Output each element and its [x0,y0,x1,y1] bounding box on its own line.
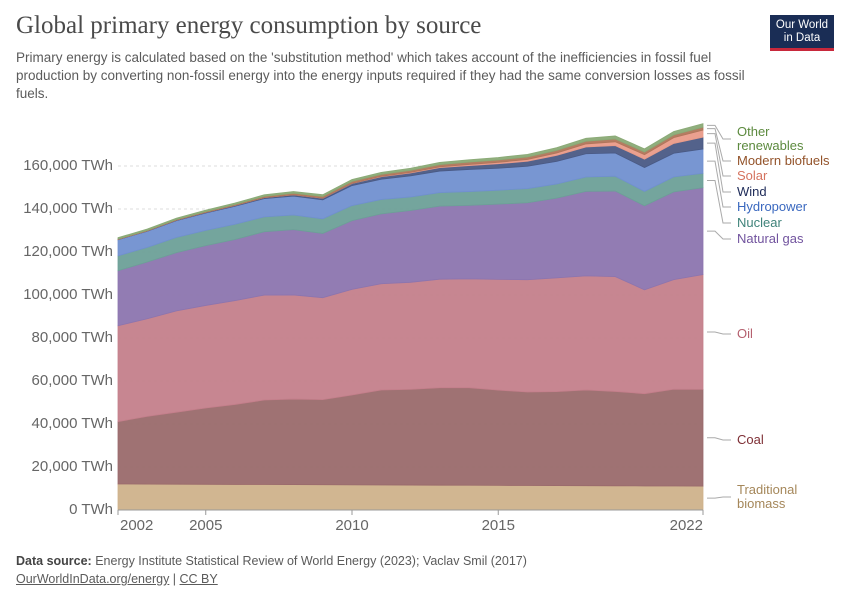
x-tick-label: 2010 [335,517,368,534]
x-tick-label: 2022 [670,517,703,534]
series-label[interactable]: Wind [737,184,767,199]
leader-line [707,133,731,177]
series-label[interactable]: Traditional biomass [737,482,798,511]
footer: Data source: Energy Institute Statistica… [16,552,527,588]
y-tick-label: 160,000 TWh [23,157,113,174]
y-tick-label: 0 TWh [69,501,113,518]
area [117,123,704,240]
series-label[interactable]: Oil [737,326,753,341]
series-label[interactable]: Solar [737,168,768,183]
series-label[interactable]: Other renewables [737,124,804,153]
series-label[interactable]: Coal [737,432,764,447]
x-tick-label: 2015 [482,517,515,534]
leader-line [707,496,731,499]
y-tick-label: 20,000 TWh [32,458,113,475]
chart-title: Global primary energy consumption by sou… [16,12,482,39]
leader-line [707,160,731,208]
source-label: Data source: [16,554,92,568]
logo[interactable]: Our World in Data [770,15,834,51]
y-tick-label: 120,000 TWh [23,243,113,260]
leader-line [707,124,731,140]
source-link[interactable]: OurWorldInData.org/energy [16,572,170,586]
area [117,483,704,511]
link-line: OurWorldInData.org/energy | CC BY [16,572,218,586]
leader-line [707,230,731,240]
series-label[interactable]: Nuclear [737,215,782,230]
series-label[interactable]: Natural gas [737,231,804,246]
y-tick-label: 40,000 TWh [32,415,113,432]
leader-line [707,128,731,162]
y-tick-label: 80,000 TWh [32,329,113,346]
x-tick-label: 2005 [189,517,222,534]
source: Energy Institute Statistical Review of W… [95,554,527,568]
leader-line [707,331,731,335]
leader-line [707,142,731,193]
source-line: Data source: Energy Institute Statistica… [16,552,527,570]
logo-text[interactable]: Our World in Data [775,19,829,44]
y-tick-label: 140,000 TWh [23,200,113,217]
series-label[interactable]: Hydropower [737,199,808,214]
license-link[interactable]: CC BY [179,572,218,586]
x-tick-label: 2002 [120,517,153,534]
leader-line [707,437,731,441]
y-tick-label: 60,000 TWh [32,372,113,389]
leader-line [707,180,731,224]
y-tick-label: 100,000 TWh [23,286,113,303]
series-label[interactable]: Modern biofuels [737,153,830,168]
chart-subtitle: Primary energy is calculated based on th… [16,50,745,101]
